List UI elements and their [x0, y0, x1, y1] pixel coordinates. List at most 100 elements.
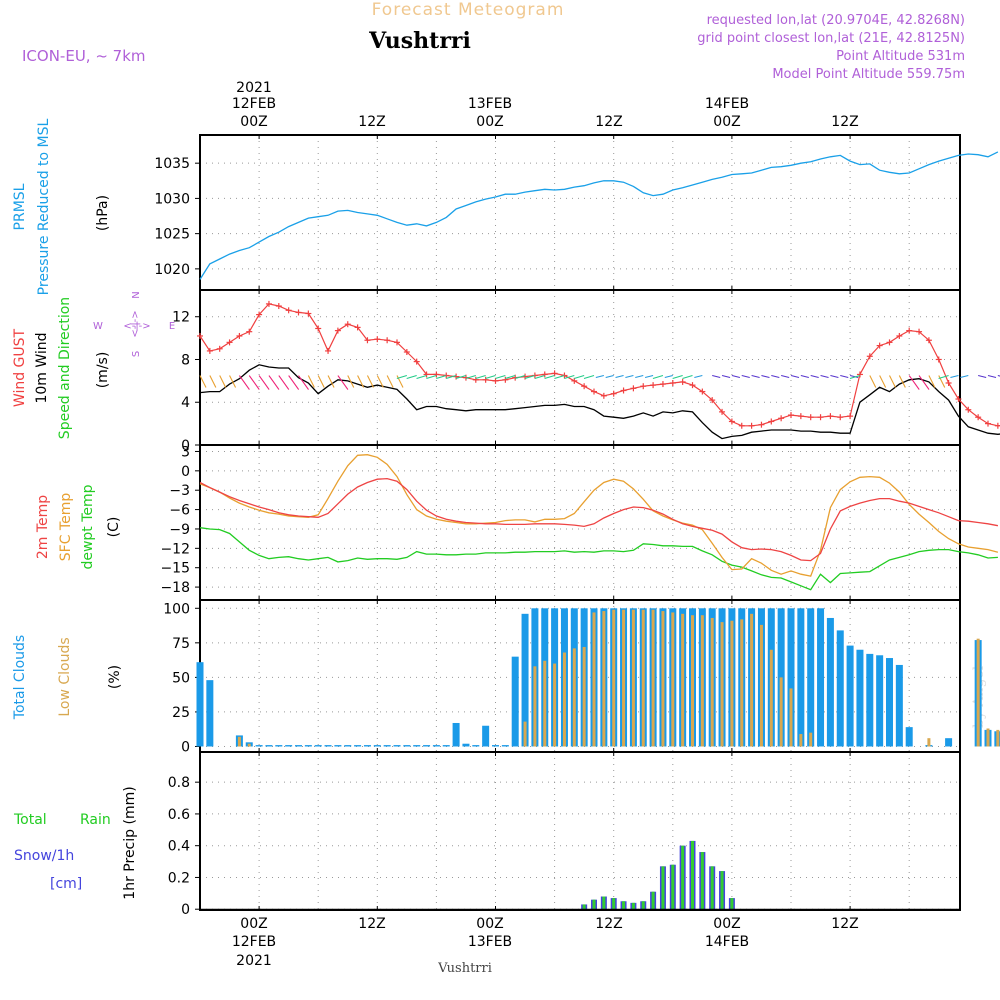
panel-frame [199, 444, 961, 601]
wind-arrow [357, 375, 365, 388]
top-year: 2021 [236, 80, 272, 96]
wind-arrow [879, 375, 887, 388]
low-cloud-bar [710, 617, 714, 747]
low-cloud-bar [543, 660, 547, 747]
y-tick-label: 0 [181, 438, 190, 454]
total-cloud-bar [403, 745, 411, 747]
compass-n-label: N [131, 291, 142, 298]
cloud-unit-label: (%) [107, 665, 123, 689]
low-cloud-bar [661, 611, 665, 747]
top-day-3: 14FEB [705, 96, 749, 112]
wind-arrow [938, 374, 949, 380]
low-cloud-bar [720, 622, 724, 747]
chart-title: Forecast Meteogram [372, 0, 565, 20]
wind-arrow [672, 374, 683, 380]
wind-arrow [347, 375, 355, 388]
total-cloud-bar [206, 680, 214, 747]
wind-arrow [475, 374, 486, 380]
total-cloud-bar [501, 745, 509, 747]
total-cloud-bar [363, 745, 371, 747]
low-cloud-bar [553, 663, 557, 747]
bottom-year: 2021 [236, 953, 272, 969]
wind10-label: 10m Wind [34, 332, 50, 403]
total-cloud-bar [275, 745, 283, 747]
wind-arrow [605, 374, 614, 379]
total-cloud-bar [255, 745, 263, 747]
low-cloud-bar [691, 615, 694, 747]
total-cloud-bar [492, 745, 499, 747]
rain-bar [710, 866, 714, 910]
rain-bar [661, 866, 665, 910]
wind-arrow [771, 374, 780, 379]
total-cloud-bar [797, 608, 805, 747]
wind-arrow [416, 374, 427, 380]
wind-arrow [386, 375, 394, 388]
rain-bar [612, 898, 616, 910]
rain-bar [592, 899, 596, 910]
compass-we-arrow: <-|-> [123, 321, 150, 332]
total-cloud-bar [472, 745, 480, 747]
y-tick-label: 4 [181, 395, 190, 411]
y-tick-label: 50 [172, 670, 190, 686]
wind-arrow [731, 374, 741, 379]
low-cloud-bar [622, 609, 626, 747]
top-hour-4: 12Z [595, 114, 622, 130]
total-cloud-bar [265, 745, 273, 747]
snow-label: Snow/1h [14, 848, 74, 864]
wind-arrow [524, 374, 536, 380]
total-cloud-bar [432, 745, 440, 747]
rain-bar [730, 898, 734, 910]
wind-arrow [741, 374, 750, 379]
total-cloud-bar [807, 608, 815, 747]
total-cloud-bar [423, 745, 431, 747]
total-cloud-bar [945, 738, 953, 747]
bottom-hour-6: 12Z [831, 916, 858, 932]
low-clouds-label: Low Clouds [57, 637, 73, 716]
wind-arrow [288, 375, 300, 390]
total-cloud-bar [787, 608, 795, 747]
bottom-day-1: 12FEB [232, 934, 276, 950]
wind-arrow [455, 374, 467, 380]
compass-s-label: S [131, 351, 142, 357]
wind-arrow [781, 374, 790, 379]
wind-arrow [436, 374, 447, 380]
total-cloud-bar [866, 653, 874, 747]
total-cloud-bar [817, 608, 825, 747]
y-tick-label: 12 [172, 310, 190, 326]
total-cloud-bar [413, 745, 421, 747]
bottom-hour-1: 00Z [240, 916, 267, 932]
low-cloud-bar [572, 648, 576, 747]
gust-line [199, 303, 1000, 427]
cloud-panel-labels: Total Clouds Low Clouds (%) [12, 635, 123, 720]
compass-e-label: E [169, 321, 175, 332]
y-tick-label: 100 [163, 601, 190, 617]
sfc-temp-line [199, 454, 999, 577]
wind-arrow [544, 374, 555, 380]
y-tick-label: −15 [160, 561, 190, 577]
temperature-panel: −18 −15 −12 −9 −6 −3 0 3 [160, 444, 999, 601]
pressure-unit-label: (hPa) [95, 195, 111, 231]
wind-arrow [682, 374, 693, 380]
rain-bar [700, 852, 704, 910]
rain-bar [720, 871, 724, 910]
panel-frame [199, 289, 961, 446]
low-cloud-bar [247, 743, 251, 747]
wind-arrow [229, 375, 237, 388]
panels: 102010251030103504812−18−15−12−9−6−30302… [154, 134, 1000, 918]
total-cloud-bar [196, 662, 204, 747]
total-cloud-bar [826, 617, 834, 747]
compass-w-label: W [93, 321, 103, 332]
low-cloud-bar [612, 609, 616, 747]
requested-coords: requested lon,lat (20.9704E, 42.8268N) [707, 13, 965, 28]
total-cloud-bar [354, 745, 362, 747]
wind-arrow [635, 374, 644, 379]
y-tick-label: 0 [181, 464, 190, 480]
low-cloud-bar [769, 649, 773, 747]
wind-arrow [889, 375, 896, 388]
snow-unit-label: [cm] [50, 876, 82, 892]
wind-arrow [652, 374, 664, 380]
top-hour-6: 12Z [831, 114, 858, 130]
y-tick-label: 1030 [154, 191, 190, 207]
low-cloud-bar [602, 611, 606, 747]
